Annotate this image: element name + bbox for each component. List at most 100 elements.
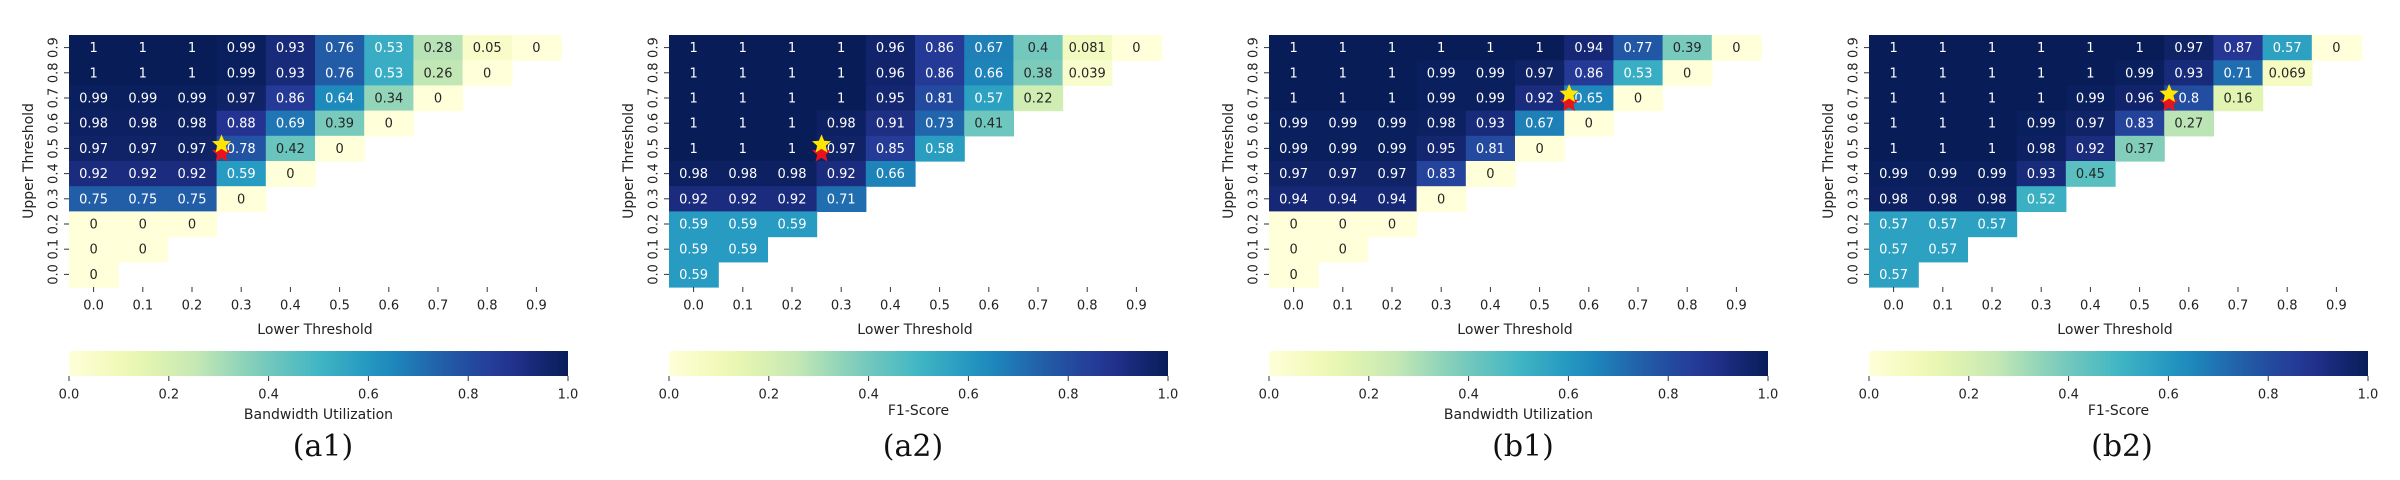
cell-value-label: 0.97 — [1328, 167, 1357, 182]
cell-value-label: 1 — [1535, 41, 1543, 56]
y-tick-label: 0.2 — [1247, 214, 1262, 235]
heatmap-cell — [718, 236, 768, 263]
heatmap-cell — [315, 60, 365, 86]
cell-value-label: 0 — [1339, 243, 1347, 258]
heatmap-cell — [2115, 110, 2165, 137]
colorbar-tick-label: 0.2 — [1958, 388, 1979, 403]
cell-value-label: 0.66 — [876, 167, 905, 182]
heatmap-cell — [1918, 85, 1968, 112]
cell-value-label: 0.95 — [876, 92, 905, 107]
panel-label: (a1) — [293, 429, 353, 464]
cell-value-label: 0.97 — [1525, 66, 1554, 81]
heatmap-cell — [1515, 85, 1565, 112]
cell-value-label: 0.96 — [876, 41, 905, 56]
cell-value-label: 0.59 — [227, 167, 256, 182]
cell-value-label: 0.92 — [178, 167, 207, 182]
y-tick-label: 0.9 — [47, 37, 62, 58]
cell-value-label: 0.99 — [178, 92, 207, 107]
cell-value-label: 0.83 — [1427, 167, 1456, 182]
cell-value-label: 1 — [689, 92, 697, 107]
heatmap-cell — [2115, 85, 2165, 112]
cell-value-label: 0 — [1437, 192, 1445, 207]
cell-value-label: 1 — [689, 66, 697, 81]
cell-value-label: 0.71 — [827, 192, 856, 207]
cell-value-label: 1 — [1889, 117, 1897, 132]
y-tick-label: 0.8 — [47, 62, 62, 83]
cell-value-label: 1 — [739, 41, 747, 56]
heatmap-cell — [915, 35, 965, 61]
colorbar — [1269, 351, 1768, 376]
heatmap-cell — [915, 135, 965, 162]
cell-value-label: 0.75 — [178, 192, 207, 207]
heatmap-cell — [1918, 236, 1968, 263]
heatmap-cell — [1869, 135, 1919, 162]
heatmap-cell — [1367, 35, 1418, 61]
heatmap-cell — [2016, 35, 2067, 61]
panel-label: (b2) — [2091, 429, 2153, 464]
heatmap-cell — [1318, 236, 1368, 263]
y-tick-label: 0.5 — [647, 138, 662, 159]
cell-value-label: 0.99 — [227, 41, 256, 56]
cell-value-label: 1 — [1889, 92, 1897, 107]
cell-value-label: 0 — [139, 218, 147, 233]
cell-value-label: 0 — [1289, 268, 1297, 283]
x-tick-label: 0.4 — [880, 299, 901, 314]
heatmap-cell — [69, 161, 119, 187]
heatmap-cell — [1869, 236, 1919, 263]
heatmap-cell — [865, 60, 916, 86]
y-tick-label: 0.7 — [47, 88, 62, 109]
cell-value-label: 0.92 — [778, 192, 807, 207]
heatmap-cell — [2016, 60, 2067, 86]
y-tick-label: 0.0 — [1247, 264, 1262, 285]
cell-value-label: 0.92 — [679, 192, 708, 207]
heatmap-cell — [964, 60, 1014, 86]
colorbar-tick-label: 0.0 — [1859, 388, 1880, 403]
cell-value-label: 1 — [788, 66, 796, 81]
heatmap-cell — [364, 110, 414, 137]
cell-value-label: 0.42 — [276, 142, 305, 157]
heatmap-cell — [1967, 35, 2018, 61]
y-tick-label: 0.2 — [647, 214, 662, 235]
cell-value-label: 0 — [89, 243, 97, 258]
cell-value-label: 0.99 — [128, 92, 157, 107]
x-tick-label: 0.7 — [2228, 299, 2249, 314]
heatmap-cell — [69, 236, 119, 263]
cell-value-label: 0.99 — [1427, 92, 1456, 107]
heatmap-cell — [718, 186, 768, 212]
cell-value-label: 1 — [1339, 66, 1347, 81]
cell-value-label: 1 — [788, 92, 796, 107]
x-tick-label: 0.7 — [1628, 299, 1649, 314]
cell-value-label: 1 — [837, 41, 845, 56]
heatmap-cell — [2164, 110, 2214, 137]
heatmap-cell — [865, 85, 916, 112]
heatmap-cell — [216, 85, 267, 112]
y-tick-label: 0.1 — [647, 239, 662, 260]
cell-value-label: 1 — [188, 41, 196, 56]
cell-value-label: 0.98 — [2027, 142, 2056, 157]
cell-value-label: 0.97 — [2076, 117, 2105, 132]
heatmap-cell — [118, 60, 168, 86]
cell-value-label: 0.98 — [1978, 192, 2007, 207]
x-tick-label: 0.2 — [782, 299, 803, 314]
y-tick-label: 0.7 — [1247, 88, 1262, 109]
colorbar-tick-label: 0.0 — [59, 388, 80, 403]
x-tick-label: 0.6 — [378, 299, 399, 314]
x-tick-label: 0.5 — [2129, 299, 2150, 314]
y-tick-label: 0.1 — [1247, 239, 1262, 260]
cell-value-label: 0.97 — [79, 142, 108, 157]
x-tick-label: 0.5 — [329, 299, 350, 314]
cell-value-label: 0.66 — [974, 66, 1003, 81]
heatmap-cell — [669, 35, 719, 61]
cell-value-label: 0.75 — [128, 192, 157, 207]
heatmap-cell — [816, 186, 867, 212]
cell-value-label: 1 — [1939, 117, 1947, 132]
heatmap-cell — [1269, 60, 1319, 86]
heatmap-panel: 1 1 1 1 0.96 0.86 0.67 0.4 0.081 0 1 1 1 1 0.96 0.86 0.6… — [621, 35, 1178, 464]
cell-value-label: 1 — [2086, 66, 2094, 81]
cell-value-label: 0 — [483, 66, 491, 81]
colorbar-tick-label: 1.0 — [2358, 388, 2379, 403]
heatmap-cell — [1465, 60, 1516, 86]
heatmap-cell — [2164, 35, 2214, 61]
cell-value-label: 0 — [1732, 41, 1740, 56]
y-tick-label: 0.8 — [1847, 62, 1862, 83]
